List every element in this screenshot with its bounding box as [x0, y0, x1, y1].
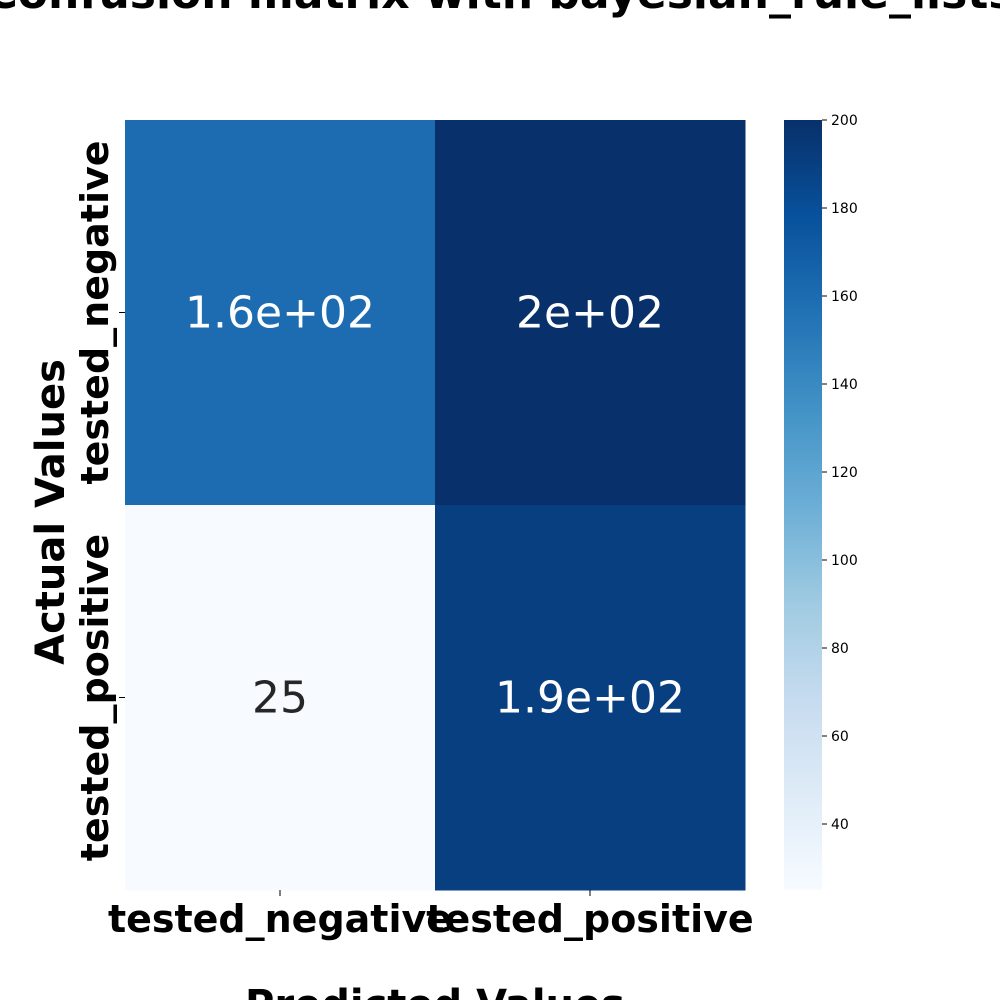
colorbar-tick-label: 60 [831, 729, 849, 745]
heatmap-cell [125, 505, 436, 891]
colorbar-tick-label: 100 [831, 553, 858, 569]
y-axis-title: Actual Values [28, 359, 74, 665]
colorbar-tick-label: 140 [831, 377, 858, 393]
colorbar-tick-label: 180 [831, 201, 858, 217]
colorbar-tick-label: 80 [831, 641, 849, 657]
colorbar-tick-label: 120 [831, 465, 858, 481]
colorbar: 40 60 80 100 120 140 160 180 200 [784, 113, 858, 890]
y-axis: tested_negative tested_positive [73, 140, 125, 861]
chart-title: Confusion matrix with bayesian_rule_list… [0, 0, 1000, 19]
cell-value-label: 25 [252, 673, 308, 724]
y-tick-label: tested_positive [73, 534, 117, 861]
heatmap-cell [435, 120, 746, 506]
colorbar-tick-label: 160 [831, 289, 858, 305]
heatmap-cell [435, 505, 746, 891]
heatmap-cell-labels: 1.6e+02 2e+02 25 1.9e+02 [185, 288, 685, 724]
cell-value-label: 1.9e+02 [495, 673, 685, 724]
heatmap-cells [125, 120, 746, 891]
x-axis-title: Predicted Values [245, 982, 625, 1000]
cell-value-label: 1.6e+02 [185, 288, 375, 339]
x-tick-label: tested_positive [426, 897, 753, 941]
y-tick-label: tested_negative [73, 140, 117, 484]
colorbar-ticks: 40 60 80 100 120 140 160 180 200 [822, 113, 858, 833]
colorbar-tick-label: 200 [831, 113, 858, 129]
heatmap-cell [125, 120, 436, 506]
colorbar-tick-label: 40 [831, 817, 849, 833]
colorbar-gradient [784, 120, 822, 890]
cell-value-label: 2e+02 [516, 288, 664, 339]
x-tick-label: tested_negative [108, 897, 452, 941]
